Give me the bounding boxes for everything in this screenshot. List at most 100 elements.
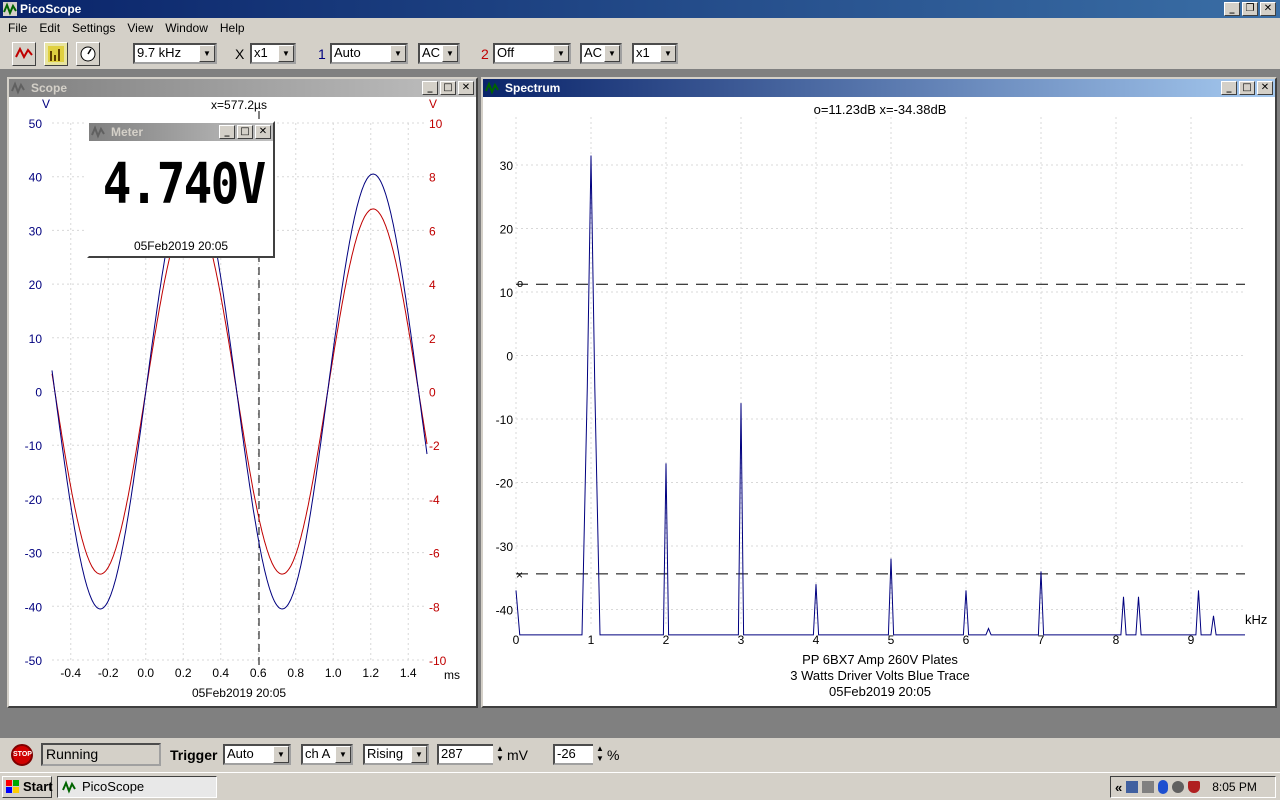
trigger-mode-select[interactable]: Auto ▼ [223,744,291,765]
meter-minimize-button[interactable]: _ [219,125,235,139]
scope-right-tick: -4 [429,493,440,507]
scope-x-tick: 0.8 [287,666,304,680]
scope-maximize-button[interactable]: □ [440,81,456,95]
scope-date: 05Feb2019 20:05 [192,686,286,700]
spectrum-x-unit: kHz [1245,612,1267,627]
spectrum-x-tick: 9 [1188,633,1195,647]
meter-reading: 4.740V [102,152,266,217]
windows-logo-icon [6,780,19,793]
start-button[interactable]: Start [2,776,53,798]
x-label: X [235,46,245,62]
channel-2-multiplier-select[interactable]: x1 ▼ [632,43,678,64]
spectrum-caption-2: 3 Watts Driver Volts Blue Trace [790,668,969,683]
scope-left-tick: 10 [29,332,43,346]
pretrigger-spinner[interactable]: ▲ ▼ [596,744,604,763]
spectrum-plot[interactable]: o=11.23dB x=-34.38dB 3020100-10-20-30-40… [483,97,1275,706]
spectrum-close-button[interactable]: ✕ [1257,81,1273,95]
spectrum-y-tick: 20 [500,223,514,237]
channel-1-coupling-select[interactable]: AC ▼ [418,43,460,64]
channel-2-label: 2 [481,46,489,62]
meter-mode-icon[interactable] [76,42,100,66]
spectrum-x-tick: 0 [513,633,520,647]
spectrum-y-tick: -30 [496,540,514,554]
spectrum-y-tick: 0 [506,350,513,364]
speaker-icon[interactable] [1142,781,1155,793]
meter-window-icon [91,125,105,139]
menu-file[interactable]: File [8,21,28,35]
system-tray: « 8:05 PM [1110,776,1276,798]
close-button[interactable]: ✕ [1260,2,1276,16]
spectrum-x-tick: 8 [1113,633,1120,647]
scope-right-tick: 8 [429,171,436,185]
pretrigger-input[interactable]: -26 [553,744,593,765]
scope-left-tick: 40 [29,171,43,185]
scope-close-button[interactable]: ✕ [458,81,474,95]
scope-minimize-button[interactable]: _ [422,81,438,95]
spectrum-minimize-button[interactable]: _ [1221,81,1237,95]
scope-right-tick: -8 [429,600,440,614]
x-multiplier-select[interactable]: x1 ▼ [250,43,296,64]
scope-right-tick: 4 [429,278,436,292]
trigger-level-input[interactable]: 287 [437,744,493,765]
shield-icon[interactable] [1188,781,1201,793]
scope-right-tick: -2 [429,439,440,453]
scope-left-tick: -40 [25,600,43,614]
restore-button[interactable]: ❐ [1242,2,1258,16]
trigger-channel-select[interactable]: ch A ▼ [301,744,353,765]
scope-mode-icon[interactable] [12,42,36,66]
spectrum-trace [515,155,1245,636]
stop-icon[interactable]: STOP [11,744,33,766]
scope-right-unit: V [429,97,437,111]
scope-left-tick: -50 [25,654,43,668]
scope-left-tick: -10 [25,439,43,453]
meter-close-button[interactable]: ✕ [255,125,271,139]
taskbar-picoscope-button[interactable]: PicoScope [57,776,217,798]
spectrum-x-tick: 2 [663,633,670,647]
spectrum-x-tick: 7 [1038,633,1045,647]
menu-help[interactable]: Help [219,21,245,35]
scope-x-tick: -0.2 [98,666,119,680]
spectrum-x-tick: 1 [588,633,595,647]
status-bar: STOP Running Trigger Auto ▼ ch A ▼ Rising ▼… [0,738,1280,772]
scope-left-tick: 20 [29,278,43,292]
trigger-label: Trigger [170,747,218,763]
scope-title: Scope [31,81,68,95]
taskbar: Start PicoScope « 8:05 PM [0,772,1280,800]
scope-window: Scope _ □ ✕ V V x=577.2µs 50 10 40 8 30 6 20 4 1… [7,77,478,708]
timebase-select[interactable]: 9.7 kHz ▼ [133,43,217,64]
scope-right-tick: -6 [429,547,440,561]
channel-2-coupling-select[interactable]: AC ▼ [580,43,622,64]
x-marker-symbol: × [516,568,523,582]
menu-edit[interactable]: Edit [39,21,61,35]
scope-left-tick: 30 [29,224,43,238]
tray-app-icon[interactable] [1172,781,1185,793]
network-icon[interactable] [1126,781,1139,793]
picoscope-app-icon [3,2,17,16]
scope-right-tick: 10 [429,117,443,131]
menu-window[interactable]: Window [165,21,208,35]
scope-window-icon [11,81,25,95]
channel-1-range-select[interactable]: Auto ▼ [330,43,408,64]
menu-view[interactable]: View [127,21,154,35]
bluetooth-icon[interactable] [1158,780,1169,794]
menu-bar: File Edit Settings View Window Help [0,18,1280,38]
channel-2-range-select[interactable]: Off ▼ [493,43,571,64]
trigger-level-spinner[interactable]: ▲ ▼ [496,744,504,763]
trigger-edge-select[interactable]: Rising ▼ [363,744,429,765]
meter-maximize-button[interactable]: □ [237,125,253,139]
spectrum-restore-button[interactable]: □ [1239,81,1255,95]
menu-settings[interactable]: Settings [72,21,116,35]
scope-x-tick: 0.4 [212,666,229,680]
spectrum-x-tick: 5 [888,633,895,647]
spectrum-y-tick: -10 [496,413,514,427]
channel-1-label: 1 [318,46,326,62]
channel-a-trace [51,173,428,610]
tray-expand-icon[interactable]: « [1115,779,1123,795]
spectrum-caption-1: PP 6BX7 Amp 260V Plates [802,652,958,667]
spectrum-y-tick: -40 [496,604,514,618]
scope-x-tick: 0.2 [175,666,192,680]
spectrum-mode-icon[interactable] [44,42,68,66]
scope-left-tick: 50 [29,117,43,131]
minimize-button[interactable]: _ [1224,2,1240,16]
